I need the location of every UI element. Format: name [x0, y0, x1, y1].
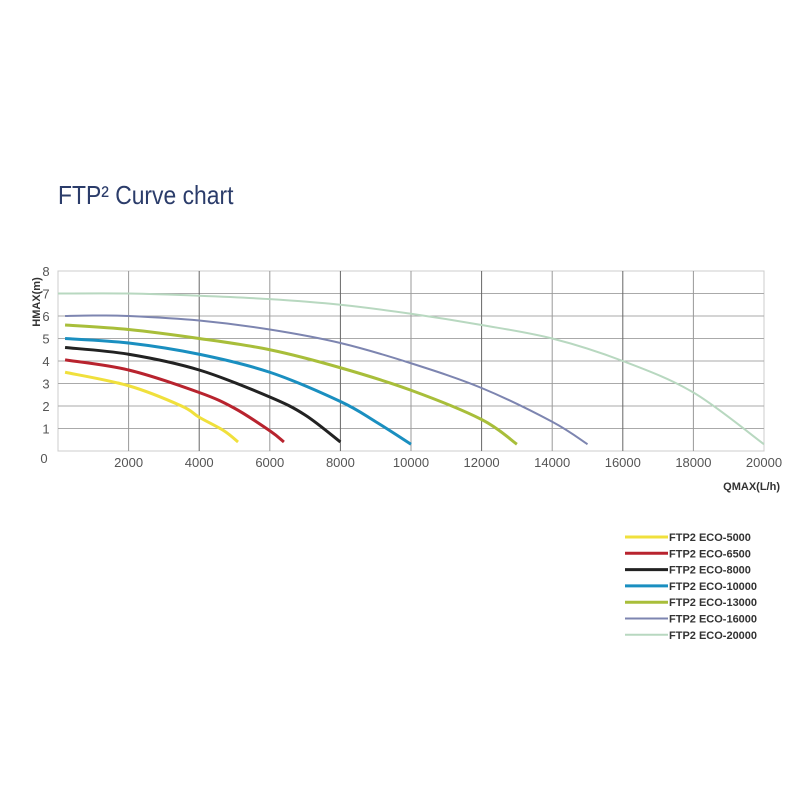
y-tick-label: 3 — [42, 377, 49, 392]
x-tick-label: 16000 — [605, 455, 641, 470]
y-tick-label: 6 — [42, 309, 49, 324]
y-tick-label: 4 — [42, 354, 49, 369]
x-tick-label: 4000 — [185, 455, 214, 470]
x-tick-label: 8000 — [326, 455, 355, 470]
x-tick-label: 6000 — [255, 455, 284, 470]
x-tick-label: 18000 — [675, 455, 711, 470]
legend-label: FTP2 ECO-6500 — [669, 548, 751, 560]
legend-label: FTP2 ECO-8000 — [669, 565, 751, 577]
y-tick-label: 5 — [42, 332, 49, 347]
legend-label: FTP2 ECO-13000 — [669, 597, 757, 609]
y-tick-label: 1 — [42, 422, 49, 437]
y-tick-label: 0 — [40, 451, 47, 466]
series-line — [64, 358, 285, 444]
y-tick-label: 7 — [42, 287, 49, 302]
x-tick-label: 2000 — [114, 455, 143, 470]
legend-label: FTP2 ECO-16000 — [669, 614, 757, 626]
x-axis-label: QMAX(L/h) — [723, 481, 780, 493]
series-line — [57, 292, 765, 446]
legend-label: FTP2 ECO-10000 — [669, 581, 757, 593]
series-line — [64, 346, 342, 444]
legend-label: FTP2 ECO-20000 — [669, 630, 757, 642]
y-tick-label: 2 — [42, 399, 49, 414]
x-tick-label: 20000 — [746, 455, 782, 470]
chart-title: FTP² Curve chart — [58, 180, 234, 210]
series-line — [64, 337, 412, 446]
x-tick-label: 10000 — [393, 455, 429, 470]
x-tick-label: 12000 — [464, 455, 500, 470]
y-axis-label: HMAX(m) — [31, 277, 43, 327]
y-tick-label: 8 — [42, 264, 49, 279]
series-line — [64, 370, 239, 444]
x-tick-label: 14000 — [534, 455, 570, 470]
series-line — [64, 323, 518, 446]
series-line — [65, 314, 589, 446]
legend-label: FTP2 ECO-5000 — [669, 532, 751, 544]
